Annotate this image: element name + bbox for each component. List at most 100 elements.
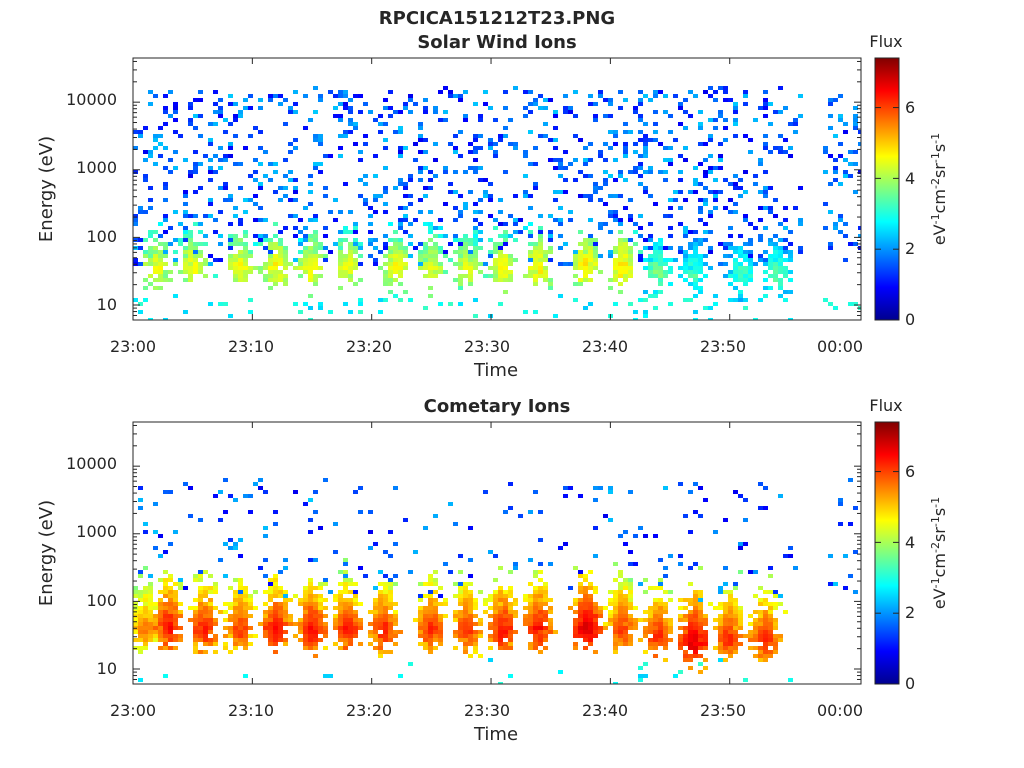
heatmap-cell — [763, 250, 768, 254]
heatmap-cell — [513, 614, 518, 618]
heatmap-cell — [368, 238, 373, 242]
heatmap-cell — [693, 650, 698, 654]
heatmap-cell — [308, 602, 313, 606]
heatmap-cell — [508, 142, 513, 146]
heatmap-cell — [643, 238, 648, 242]
heatmap-cell — [213, 638, 218, 642]
solar-wind-heatmap — [133, 86, 861, 320]
heatmap-cell — [323, 246, 328, 250]
heatmap-cell — [603, 514, 608, 518]
heatmap-cell — [758, 190, 763, 194]
heatmap-cell — [828, 114, 833, 118]
heatmap-cell — [438, 594, 443, 598]
heatmap-cell — [758, 610, 763, 614]
heatmap-cell — [643, 134, 648, 138]
heatmap-cell — [703, 274, 708, 278]
heatmap-cell — [138, 238, 143, 242]
heatmap-cell — [853, 190, 858, 194]
colorbar — [875, 422, 899, 684]
heatmap-cell — [198, 90, 203, 94]
heatmap-cell — [488, 146, 493, 150]
heatmap-cell — [658, 558, 663, 562]
heatmap-cell — [418, 642, 423, 646]
heatmap-cell — [313, 242, 318, 246]
heatmap-cell — [508, 634, 513, 638]
heatmap-cell — [683, 654, 688, 658]
heatmap-cell — [568, 110, 573, 114]
heatmap-cell — [538, 270, 543, 274]
heatmap-cell — [728, 198, 733, 202]
heatmap-cell — [643, 634, 648, 638]
heatmap-cell — [163, 318, 168, 320]
heatmap-cell — [353, 634, 358, 638]
heatmap-cell — [468, 262, 473, 266]
heatmap-cell — [398, 218, 403, 222]
heatmap-cell — [578, 262, 583, 266]
heatmap-cell — [563, 110, 568, 114]
heatmap-cell — [618, 574, 623, 578]
heatmap-cell — [198, 230, 203, 234]
heatmap-cell — [148, 230, 153, 234]
heatmap-cell — [593, 614, 598, 618]
heatmap-cell — [578, 622, 583, 626]
heatmap-cell — [483, 194, 488, 198]
heatmap-cell — [283, 158, 288, 162]
x-tick-label: 23:10 — [228, 337, 274, 356]
heatmap-cell — [473, 646, 478, 650]
heatmap-cell — [193, 610, 198, 614]
heatmap-cell — [433, 598, 438, 602]
heatmap-cell — [383, 282, 388, 286]
heatmap-cell — [528, 614, 533, 618]
heatmap-cell — [248, 614, 253, 618]
heatmap-cell — [163, 626, 168, 630]
heatmap-cell — [593, 634, 598, 638]
heatmap-cell — [303, 638, 308, 642]
heatmap-cell — [153, 162, 158, 166]
heatmap-cell — [238, 602, 243, 606]
heatmap-cell — [318, 526, 323, 530]
heatmap-cell — [838, 142, 843, 146]
heatmap-cell — [478, 270, 483, 274]
heatmap-cell — [483, 102, 488, 106]
heatmap-cell — [653, 630, 658, 634]
heatmap-cell — [533, 254, 538, 258]
heatmap-cell — [163, 490, 168, 494]
heatmap-cell — [168, 158, 173, 162]
heatmap-cell — [528, 274, 533, 278]
heatmap-cell — [698, 630, 703, 634]
heatmap-cell — [168, 574, 173, 578]
heatmap-cell — [638, 98, 643, 102]
heatmap-cell — [598, 626, 603, 630]
heatmap-cell — [668, 246, 673, 250]
heatmap-cell — [708, 602, 713, 606]
heatmap-cell — [613, 646, 618, 650]
heatmap-cell — [263, 174, 268, 178]
heatmap-cell — [238, 586, 243, 590]
heatmap-cell — [333, 198, 338, 202]
heatmap-cell — [338, 102, 343, 106]
heatmap-cell — [678, 670, 683, 674]
heatmap-cell — [218, 98, 223, 102]
heatmap-cell — [343, 626, 348, 630]
heatmap-cell — [613, 194, 618, 198]
heatmap-cell — [378, 634, 383, 638]
heatmap-cell — [763, 270, 768, 274]
heatmap-cell — [658, 278, 663, 282]
heatmap-cell — [318, 602, 323, 606]
heatmap-cell — [238, 218, 243, 222]
heatmap-cell — [358, 298, 363, 302]
heatmap-cell — [473, 146, 478, 150]
heatmap-cell — [458, 610, 463, 614]
heatmap-cell — [348, 230, 353, 234]
heatmap-cell — [438, 614, 443, 618]
heatmap-cell — [163, 570, 168, 574]
heatmap-cell — [338, 646, 343, 650]
heatmap-cell — [398, 206, 403, 210]
heatmap-cell — [173, 258, 178, 262]
heatmap-cell — [658, 258, 663, 262]
heatmap-cell — [398, 282, 403, 286]
heatmap-cell — [353, 598, 358, 602]
heatmap-cell — [823, 226, 828, 230]
heatmap-cell — [493, 142, 498, 146]
heatmap-cell — [543, 106, 548, 110]
